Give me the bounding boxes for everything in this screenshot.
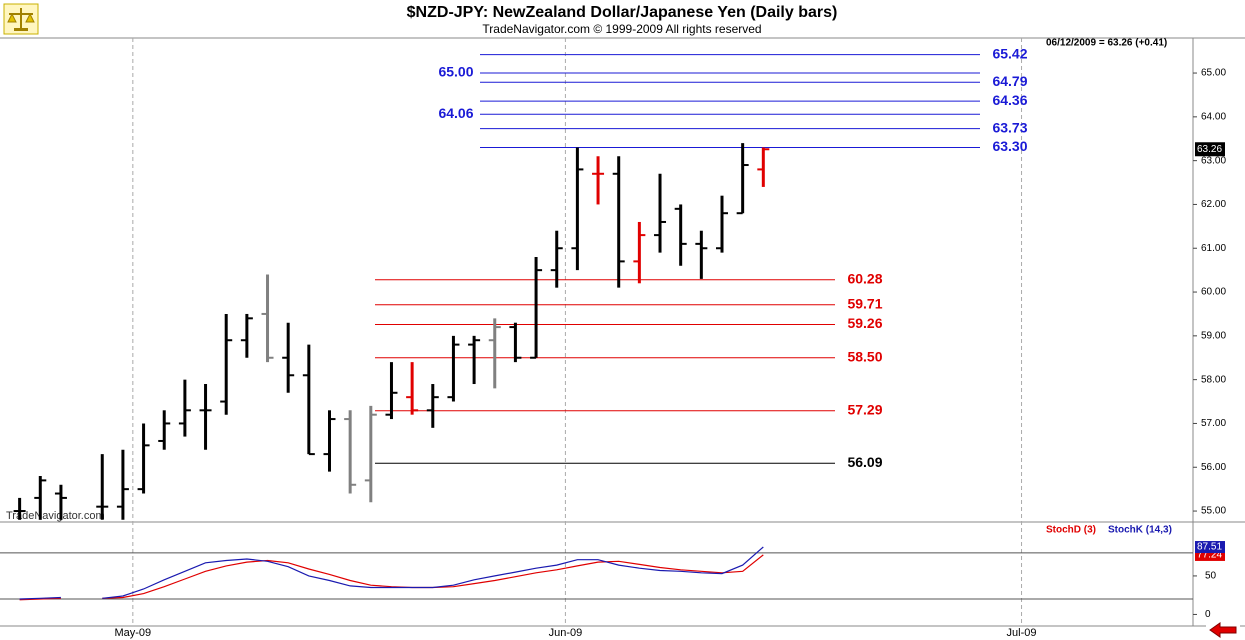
last-value-box — [1195, 541, 1225, 554]
y-tick-label: 50 — [1205, 571, 1217, 582]
y-tick-label: 59.00 — [1201, 330, 1226, 341]
y-tick-label: 56.00 — [1201, 462, 1226, 473]
y-tick-label: 62.00 — [1201, 199, 1226, 210]
last-price-box — [1195, 142, 1225, 157]
level-label: 58.50 — [847, 348, 882, 364]
info-text: 06/12/2009 = 63.26 (+0.41) — [1046, 38, 1167, 49]
y-tick-label: 58.00 — [1201, 374, 1226, 385]
legend-label: StochD (3) — [1046, 525, 1096, 536]
level-label: 64.36 — [992, 92, 1027, 108]
x-tick-label: May-09 — [114, 627, 151, 639]
level-label: 64.06 — [438, 105, 473, 121]
y-tick-label: 64.00 — [1201, 111, 1226, 122]
chart-title: $NZD-JPY: NewZealand Dollar/Japanese Yen… — [407, 4, 838, 21]
level-label: 59.71 — [847, 295, 882, 311]
level-label: 63.73 — [992, 119, 1027, 135]
level-label: 63.30 — [992, 138, 1027, 154]
level-label: 65.00 — [438, 64, 473, 80]
level-label: 56.09 — [847, 454, 882, 470]
line-series — [19, 546, 764, 600]
y-tick-label: 55.00 — [1201, 506, 1226, 517]
last-value-label: 77.24 — [1197, 550, 1222, 561]
chart-subtitle: TradeNavigator.com © 1999-2009 All right… — [482, 22, 761, 36]
y-tick-label: 0 — [1205, 609, 1211, 620]
level-label: 57.29 — [847, 401, 882, 417]
y-tick-label: 63.00 — [1201, 155, 1226, 166]
y-tick-label: 65.00 — [1201, 68, 1226, 79]
level-label: 60.28 — [847, 270, 882, 286]
last-value-label: 87.51 — [1197, 542, 1222, 553]
level-label: 59.26 — [847, 315, 882, 331]
x-tick-label: Jul-09 — [1007, 627, 1037, 639]
logo — [3, 3, 39, 35]
watermark: TradeNavigator.com — [6, 510, 105, 522]
level-label: 65.42 — [992, 45, 1027, 61]
last-price-label: 63.26 — [1197, 144, 1222, 155]
y-tick-label: 60.00 — [1201, 287, 1226, 298]
y-tick-label: 57.00 — [1201, 418, 1226, 429]
x-tick-label: Jun-09 — [549, 627, 583, 639]
scroll-arrow[interactable] — [1206, 622, 1240, 638]
legend-label: StochK (14,3) — [1108, 525, 1172, 536]
level-label: 64.79 — [992, 73, 1027, 89]
y-tick-label: 61.00 — [1201, 243, 1226, 254]
